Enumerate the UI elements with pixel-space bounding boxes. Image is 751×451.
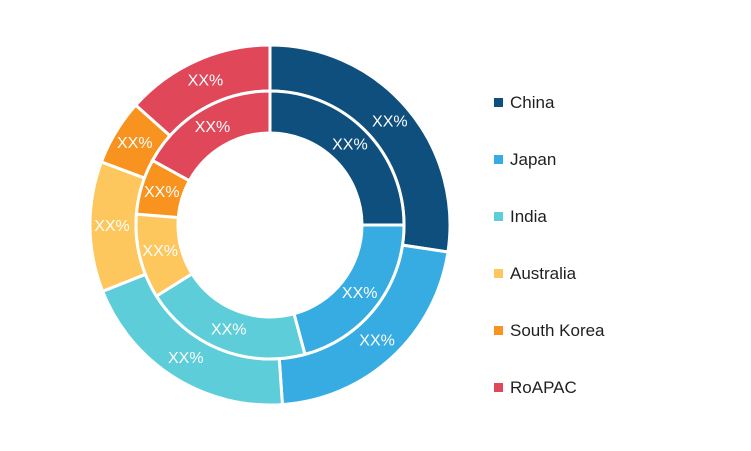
outer-ring-label-roapac: XX% (188, 72, 224, 89)
outer-ring-label-china: XX% (372, 114, 408, 131)
legend-item-china: China (494, 74, 605, 131)
legend-swatch-australia (494, 269, 503, 278)
legend-label-china: China (510, 92, 555, 112)
legend-item-roapac: RoAPAC (494, 359, 605, 416)
outer-ring-label-australia: XX% (94, 218, 130, 235)
legend-item-south-korea: South Korea (494, 302, 605, 359)
legend-swatch-roapac (494, 383, 503, 392)
legend-item-india: India (494, 188, 605, 245)
legend-swatch-japan (494, 155, 503, 164)
legend-label-india: India (510, 206, 547, 226)
inner-ring-slice-roapac (150, 89, 272, 183)
inner-ring-label-roapac: XX% (195, 119, 231, 136)
legend-swatch-india (494, 212, 503, 221)
legend-label-japan: Japan (510, 149, 557, 169)
inner-ring-label-australia: XX% (142, 243, 178, 260)
inner-ring-label-south-korea: XX% (144, 184, 180, 201)
legend-swatch-china (494, 98, 503, 107)
legend: China Japan India Australia South Korea … (494, 74, 605, 416)
inner-ring-label-india: XX% (211, 322, 247, 339)
legend-item-australia: Australia (494, 245, 605, 302)
outer-ring-label-japan: XX% (359, 333, 395, 350)
inner-ring-label-china: XX% (332, 137, 368, 154)
legend-swatch-south-korea (494, 326, 503, 335)
legend-label-australia: Australia (510, 263, 577, 283)
inner-ring-label-japan: XX% (342, 285, 378, 302)
legend-item-japan: Japan (494, 131, 605, 188)
outer-ring-label-south-korea: XX% (117, 135, 153, 152)
legend-label-south-korea: South Korea (510, 320, 605, 340)
outer-ring-label-india: XX% (168, 350, 204, 367)
legend-label-roapac: RoAPAC (510, 377, 577, 397)
